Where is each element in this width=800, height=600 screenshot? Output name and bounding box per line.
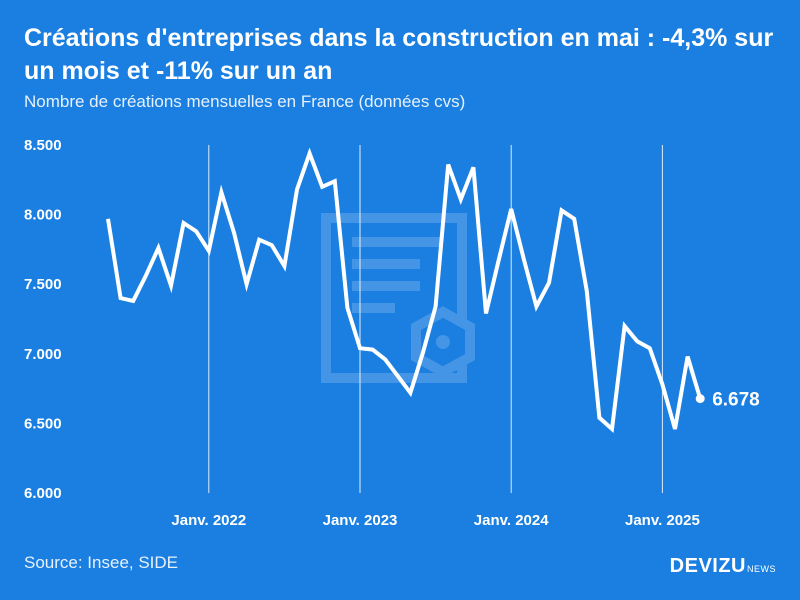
x-tick-label: Janv. 2022 xyxy=(171,512,246,529)
y-axis: 6.000 6.500 7.000 7.500 8.000 8.500 xyxy=(24,137,62,502)
series-line xyxy=(106,147,703,434)
brand-suffix: NEWS xyxy=(747,564,776,574)
x-axis: Janv. 2022 Janv. 2023 Janv. 2024 Janv. 2025 xyxy=(171,512,699,529)
y-tick-label: 8.000 xyxy=(24,207,62,224)
x-tick-label: Janv. 2025 xyxy=(625,512,700,529)
x-tick-label: Janv. 2023 xyxy=(323,512,398,529)
brand-name: DEVIZU xyxy=(669,555,746,577)
y-tick-label: 8.500 xyxy=(24,137,62,154)
y-tick-label: 7.500 xyxy=(24,276,62,293)
y-tick-label: 6.000 xyxy=(24,485,62,502)
last-point-marker xyxy=(695,394,705,404)
chart-subtitle: Nombre de créations mensuelles en France… xyxy=(24,92,466,111)
last-value-label: 6.678 xyxy=(712,390,760,411)
y-tick-label: 7.000 xyxy=(24,346,62,363)
brand-logo: DEVIZUNEWS xyxy=(670,555,776,578)
y-tick-label: 6.500 xyxy=(24,415,62,432)
grid-lines xyxy=(208,145,663,493)
x-tick-label: Janv. 2024 xyxy=(474,512,549,529)
chart-title: Créations d'entreprises dans la construc… xyxy=(24,24,774,85)
series: 6.678 xyxy=(106,147,760,434)
source-note: Source: Insee, SIDE xyxy=(24,553,179,572)
